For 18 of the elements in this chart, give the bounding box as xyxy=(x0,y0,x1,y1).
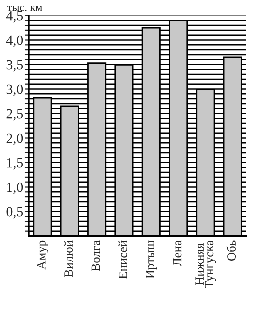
x-tick-label: Лена xyxy=(173,240,182,266)
x-tick-label: Амур xyxy=(37,240,48,270)
y-tick-label: 4,5 xyxy=(6,11,24,23)
x-tick-label: Вилюй xyxy=(64,240,74,278)
x-tick-label: Енисей xyxy=(118,240,128,280)
y-axis-title: тыс. км xyxy=(8,6,42,12)
y-tick-label: 1,5 xyxy=(7,158,24,170)
y-tick-label: 4,0 xyxy=(6,36,24,48)
y-tick-label: 2,0 xyxy=(6,134,24,146)
x-tick-label: Иртыш xyxy=(146,240,158,279)
y-tick-label: 2,5 xyxy=(6,109,24,121)
y-tick-label: 3,0 xyxy=(6,84,24,96)
y-tick-label: 3,5 xyxy=(6,60,24,72)
x-tick-label: Нижняя Тунгуска xyxy=(196,240,216,288)
y-tick-label: 1,0 xyxy=(7,182,24,194)
x-tick-label: Волга xyxy=(92,240,100,272)
y-tick-label: 0,5 xyxy=(6,207,24,219)
x-tick-label: Обь xyxy=(226,240,236,261)
